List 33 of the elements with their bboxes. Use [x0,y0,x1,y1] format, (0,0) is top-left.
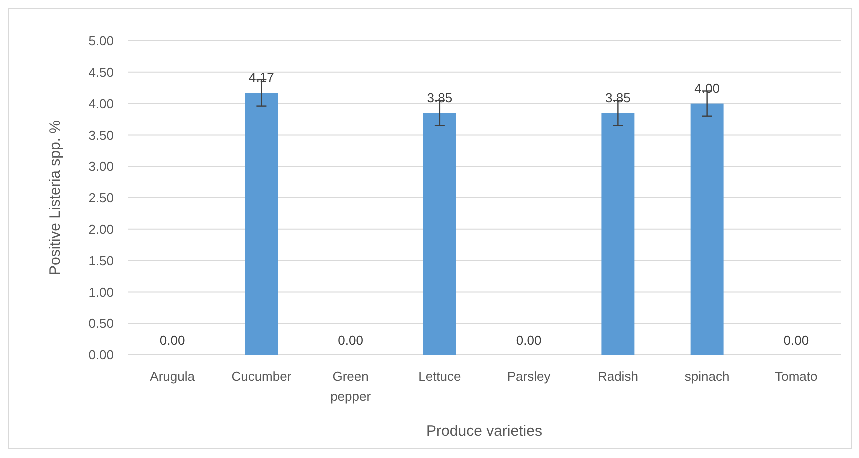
y-tick-label: 0.00 [88,348,114,363]
x-tick-label: spinach [684,369,730,384]
data-label: 3.85 [427,90,453,106]
x-tick-label: Tomato [775,369,818,384]
x-tick-label: Arugula [150,369,196,384]
x-tick-label: Green pepper [330,369,372,404]
data-label: 0.00 [338,333,364,348]
y-tick-label: 4.50 [88,64,114,80]
x-tick-label: Parsley [507,369,552,384]
y-tick-label: 1.00 [88,284,114,300]
bar [423,113,456,355]
x-tick-label: Lettuce [418,369,462,384]
data-label: 3.85 [606,90,631,106]
y-tick-label: 2.00 [88,222,114,237]
y-tick-label: 3.50 [88,128,114,143]
bar [602,113,635,355]
x-axis-title: Produce varieties [426,423,542,440]
data-label: 4.00 [694,81,720,96]
y-tick-label: 2.50 [88,190,114,206]
y-axis-title: Positive Listeria spp. % [47,120,64,276]
y-tick-label: 1.50 [88,253,114,268]
y-tick-label: 5.00 [88,34,114,49]
x-tick-label: Radish [598,369,638,384]
data-label: 4.17 [249,70,274,85]
data-label: 0.00 [516,333,542,348]
bar [690,104,724,355]
y-tick-label: 0.50 [88,316,114,332]
y-tick-label: 4.00 [88,96,114,112]
x-tick-label: Cucumber [232,369,292,384]
data-label: 0.00 [784,333,810,348]
bar [245,93,278,355]
data-label: 0.00 [160,333,186,348]
y-tick-label: 3.00 [88,159,114,174]
